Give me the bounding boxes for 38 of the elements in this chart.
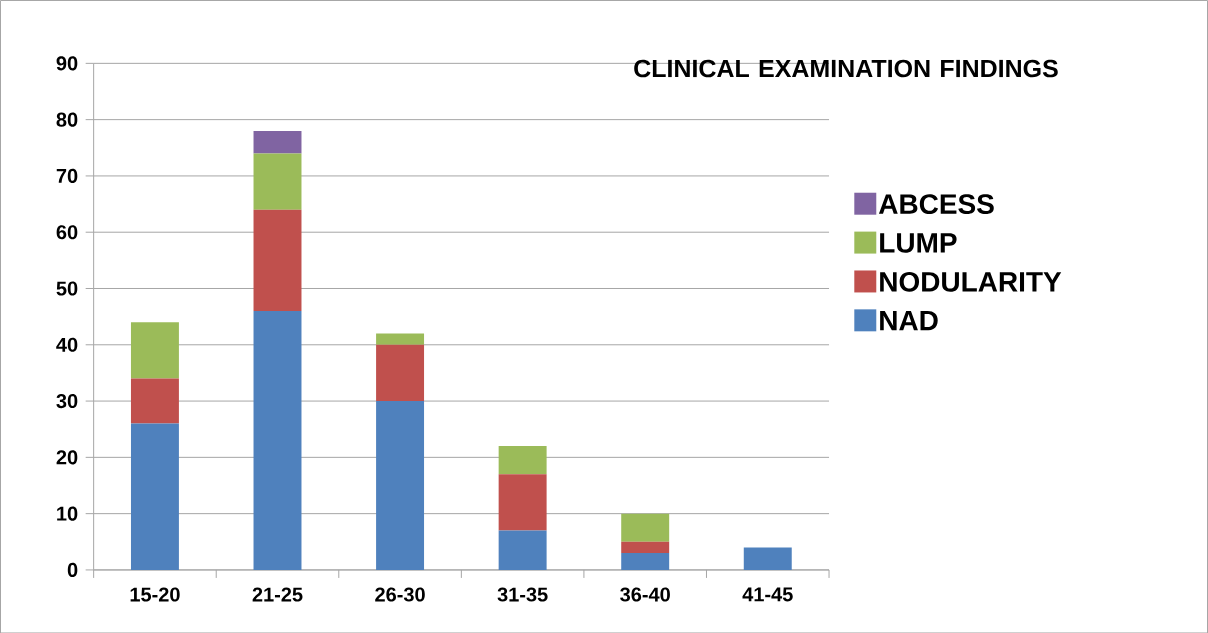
bar bbox=[253, 209, 302, 311]
y-tick-label: 90 bbox=[56, 56, 78, 71]
y-tick-label: 40 bbox=[56, 337, 78, 352]
legend-label: ABCESS bbox=[878, 193, 994, 214]
y-tick-label: 0 bbox=[67, 562, 78, 577]
bar bbox=[376, 344, 425, 401]
y-tick-label: 60 bbox=[56, 224, 78, 240]
bar bbox=[621, 541, 670, 553]
bar bbox=[130, 378, 179, 424]
x-tick-label: 15-20 bbox=[130, 587, 180, 602]
x-tick-label: 26-30 bbox=[375, 587, 425, 602]
bar bbox=[498, 474, 547, 531]
chart-title: CLINICAL EXAMINATION FINDINGS bbox=[634, 59, 1058, 78]
bar bbox=[130, 322, 179, 379]
y-tick-label: 70 bbox=[56, 168, 78, 183]
x-tick-label: 31-35 bbox=[497, 587, 548, 602]
legend-label: NAD bbox=[880, 310, 938, 330]
bar bbox=[376, 333, 425, 345]
y-tick-label: 30 bbox=[56, 393, 78, 408]
legend-label: LUMP bbox=[880, 232, 957, 253]
bar bbox=[130, 423, 179, 570]
bar bbox=[621, 552, 670, 570]
bar bbox=[253, 310, 302, 570]
bar bbox=[743, 547, 792, 570]
bar bbox=[253, 153, 302, 210]
x-tick-label: 21-25 bbox=[252, 587, 303, 602]
y-tick-label: 20 bbox=[56, 450, 78, 465]
y-tick-label: 10 bbox=[57, 506, 78, 521]
bar bbox=[498, 530, 547, 570]
bar bbox=[621, 513, 670, 542]
y-tick-label: 50 bbox=[56, 281, 78, 296]
bar bbox=[376, 400, 425, 570]
x-tick-label: 41-45 bbox=[742, 587, 793, 602]
x-tick-label: 36-40 bbox=[620, 587, 670, 602]
bar bbox=[498, 445, 547, 475]
bar bbox=[253, 130, 302, 154]
legend-label: NODULARITY bbox=[880, 271, 1062, 292]
y-tick-label: 80 bbox=[56, 112, 78, 127]
